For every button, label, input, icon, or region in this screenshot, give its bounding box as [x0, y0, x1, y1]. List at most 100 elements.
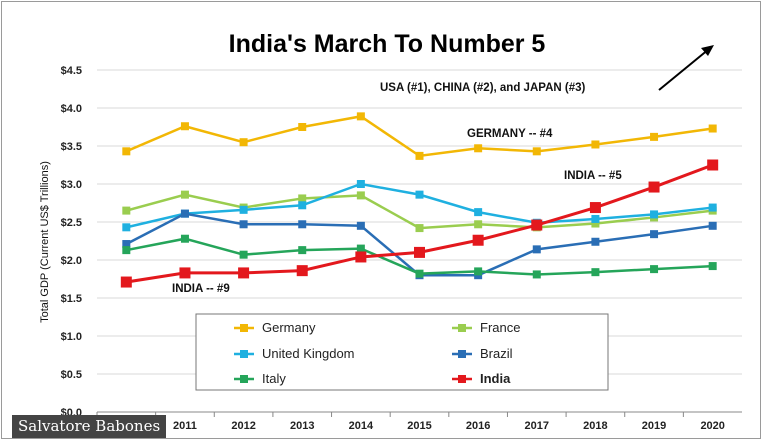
data-point-france [415, 224, 424, 233]
data-point-germany [532, 147, 541, 156]
series-united-kingdom [122, 180, 717, 232]
data-point-united-kingdom [356, 180, 365, 188]
series-italy [122, 234, 717, 279]
data-point-brazil [180, 209, 189, 218]
y-tick-label: $2.5 [61, 217, 82, 229]
data-point-italy [415, 269, 424, 278]
data-point-france [356, 191, 365, 200]
legend-item-brazil: Brazil [452, 346, 513, 361]
data-point-brazil [650, 230, 659, 239]
legend-label: Italy [262, 371, 286, 386]
data-point-italy [356, 244, 365, 253]
data-point-italy [708, 262, 717, 271]
data-point-brazil [122, 240, 131, 249]
x-tick-label: 2017 [525, 420, 549, 432]
annotation-india-9: INDIA -- #9 [172, 283, 230, 295]
legend-label: Germany [262, 320, 316, 335]
data-point-united-kingdom [474, 208, 483, 217]
annotation-usa-china-japan: USA (#1), CHINA (#2), and JAPAN (#3) [380, 82, 585, 94]
data-point-united-kingdom [650, 210, 659, 219]
legend-swatch-marker [240, 350, 248, 358]
data-point-india [707, 159, 719, 171]
x-tick-label: 2013 [290, 420, 314, 432]
data-point-brazil [708, 221, 717, 230]
annotation-arrow-head [701, 45, 714, 56]
annotation-arrow-line [658, 48, 710, 91]
y-axis-label: Total GDP (Current US$ Trillions) [39, 161, 51, 323]
x-axis-ticks: 2010201120122013201420152016201720182019… [96, 412, 725, 432]
data-point-united-kingdom [708, 203, 717, 212]
data-point-india [589, 202, 601, 214]
data-point-france [122, 206, 131, 215]
y-tick-label: $3.5 [61, 141, 82, 153]
data-point-india [120, 276, 132, 288]
legend-swatch-marker [458, 375, 466, 383]
legend: Germany France United Kingdom Brazil Italy In… [195, 313, 609, 391]
x-tick-label: 2012 [231, 420, 255, 432]
data-point-germany [650, 132, 659, 141]
legend-swatch-marker [240, 375, 248, 383]
legend-label: United Kingdom [262, 346, 355, 361]
data-point-germany [591, 140, 600, 149]
legend-label: India [480, 371, 511, 386]
data-point-brazil [591, 237, 600, 246]
data-point-brazil [356, 221, 365, 230]
series-lines [120, 112, 719, 288]
data-point-france [474, 220, 483, 229]
x-tick-label: 2020 [700, 420, 724, 432]
data-point-germany [239, 138, 248, 147]
data-point-italy [474, 267, 483, 276]
data-point-india [472, 234, 484, 246]
chart-title: India's March To Number 5 [229, 30, 546, 58]
y-tick-label: $1.0 [61, 331, 82, 343]
data-point-germany [298, 123, 307, 131]
legend-item-germany: Germany [234, 320, 316, 335]
legend-swatch-marker [240, 324, 248, 332]
y-tick-label: $3.0 [61, 179, 82, 191]
data-point-india [238, 267, 250, 279]
data-point-brazil [532, 245, 541, 254]
data-point-italy [122, 246, 131, 255]
annotation-india-5: INDIA -- #5 [564, 170, 622, 182]
y-tick-label: $2.0 [61, 255, 82, 267]
data-point-germany [415, 151, 424, 160]
data-point-italy [239, 250, 248, 259]
data-point-germany [180, 122, 189, 131]
data-point-italy [180, 234, 189, 243]
data-point-brazil [298, 220, 307, 229]
y-tick-label: $4.0 [61, 103, 82, 115]
data-point-united-kingdom [122, 223, 131, 232]
data-point-india [179, 267, 191, 279]
legend-item-united-kingdom: United Kingdom [234, 346, 355, 361]
data-point-united-kingdom [239, 205, 248, 214]
legend-label: Brazil [480, 346, 513, 361]
annotation-germany-4: GERMANY -- #4 [467, 128, 553, 140]
data-point-italy [591, 268, 600, 277]
data-point-united-kingdom [415, 190, 424, 199]
series-germany [122, 112, 717, 160]
series-line-germany [125, 115, 713, 158]
data-point-italy [298, 246, 307, 255]
data-point-italy [532, 270, 541, 279]
data-point-united-kingdom [591, 214, 600, 223]
x-tick-label: 2011 [173, 420, 197, 432]
x-tick-label: 2014 [349, 420, 374, 432]
data-point-india [296, 265, 308, 277]
x-tick-label: 2016 [466, 420, 490, 432]
legend-swatch-marker [458, 324, 466, 332]
credit-label: Salvatore Babones [12, 415, 167, 438]
data-point-france [298, 194, 307, 203]
data-point-italy [650, 265, 659, 274]
series-line-brazil [125, 212, 713, 277]
legend-item-india: India [452, 371, 511, 386]
legend-label: France [480, 320, 520, 335]
data-point-germany [474, 144, 483, 153]
data-point-france [591, 219, 600, 228]
data-point-brazil [239, 220, 248, 229]
data-point-india [355, 251, 367, 263]
data-point-france [180, 190, 189, 199]
x-tick-label: 2019 [642, 420, 666, 432]
legend-swatch-marker [458, 350, 466, 358]
